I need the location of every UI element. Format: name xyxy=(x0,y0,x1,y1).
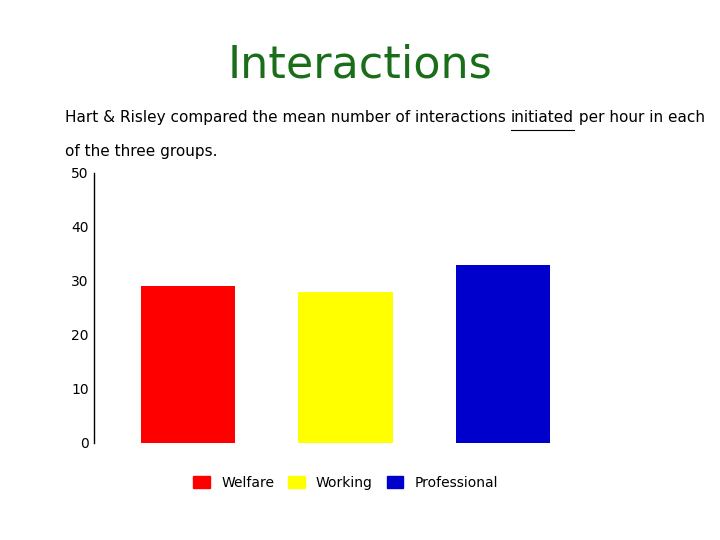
Text: initiated: initiated xyxy=(510,110,574,125)
Bar xyxy=(141,286,235,443)
Text: Interactions: Interactions xyxy=(228,43,492,86)
Text: of the three groups.: of the three groups. xyxy=(65,144,217,159)
Text: Hart & Risley compared the mean number of interactions: Hart & Risley compared the mean number o… xyxy=(65,110,510,125)
Bar xyxy=(298,292,393,443)
Legend: Welfare, Working, Professional: Welfare, Working, Professional xyxy=(194,476,498,490)
Text: per hour in each: per hour in each xyxy=(574,110,705,125)
Bar xyxy=(456,265,550,443)
